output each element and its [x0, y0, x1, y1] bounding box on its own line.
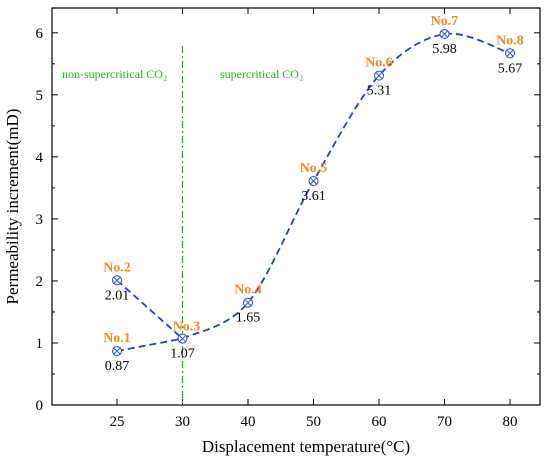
- data-point-cross: [113, 276, 121, 284]
- data-point-cross: [309, 177, 318, 185]
- point-name-label: No.7: [431, 14, 459, 29]
- x-tick-label: 50: [306, 414, 321, 430]
- point-name-label: No.2: [103, 260, 131, 275]
- divider-left-label: non-supercritical CO₂: [62, 67, 167, 81]
- x-axis-title: Displacement temperature(°C): [202, 437, 410, 456]
- x-tick-label: 70: [437, 414, 452, 430]
- point-name-label: No.3: [173, 320, 201, 335]
- x-tick-label: 60: [372, 414, 387, 430]
- series-line: [116, 32, 511, 352]
- point-value-label: 5.31: [367, 84, 392, 99]
- data-point-cross: [113, 347, 121, 355]
- y-tick-label: 3: [36, 212, 44, 228]
- point-value-label: 3.61: [301, 189, 326, 204]
- y-tick-label: 0: [36, 398, 44, 414]
- point-name-label: No.4: [234, 283, 262, 298]
- data-point-cross: [244, 299, 252, 307]
- plot-frame: [51, 7, 541, 406]
- y-axis-title: Permeability increment(mD): [3, 109, 22, 305]
- data-point-cross: [506, 49, 514, 57]
- data-point-cross: [178, 335, 187, 343]
- x-tick-label: 30: [175, 414, 190, 430]
- point-value-label: 0.87: [105, 359, 130, 374]
- x-tick-label: 80: [503, 414, 518, 430]
- point-value-label: 1.65: [236, 311, 261, 326]
- point-value-label: 2.01: [105, 288, 130, 303]
- point-name-label: No.1: [103, 331, 131, 346]
- y-tick-label: 5: [36, 88, 44, 104]
- data-point-cross: [375, 72, 383, 80]
- point-name-label: No.5: [300, 161, 328, 176]
- y-tick-label: 1: [36, 336, 44, 352]
- axes: 25 30 40 50 60 70 80 0 1 2 3 4 5 6: [36, 7, 541, 430]
- point-value-label: 5.98: [432, 42, 457, 57]
- y-tick-label: 4: [36, 150, 44, 166]
- point-name-label: No.8: [496, 33, 524, 48]
- point-value-label: 1.07: [170, 347, 195, 362]
- data-point-cross: [440, 30, 449, 38]
- y-tick-label: 2: [36, 274, 44, 290]
- data-points: No.1 0.87 No.2 2.01 No.3 1.07 No.4 1.65 No.5 3.61…: [103, 14, 524, 374]
- y-tick-label: 6: [36, 26, 44, 42]
- x-tick-label: 40: [241, 414, 256, 430]
- divider-right-label: supercritical CO₂: [220, 67, 303, 81]
- point-value-label: 5.67: [498, 61, 523, 76]
- point-name-label: No.6: [365, 56, 393, 71]
- x-tick-label: 25: [110, 414, 125, 430]
